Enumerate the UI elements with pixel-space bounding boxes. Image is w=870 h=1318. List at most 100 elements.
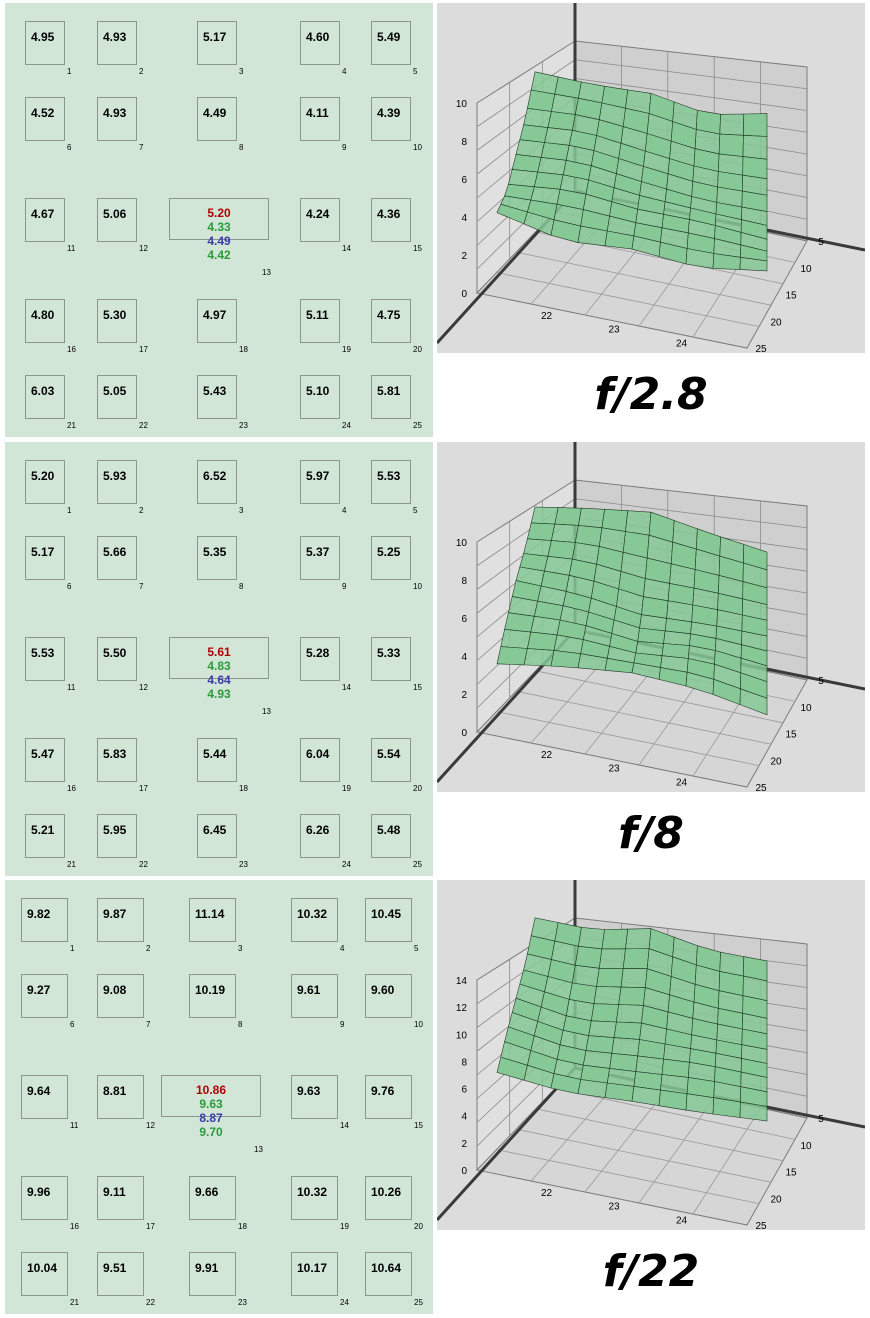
zone-number: 14 (342, 244, 351, 253)
zone-value: 9.76 (371, 1084, 395, 1098)
surface-facet (588, 1020, 617, 1038)
zone-number: 3 (238, 944, 243, 953)
zone-value: 5.20 (31, 469, 55, 483)
zone-number: 15 (414, 1121, 423, 1130)
zone-grid-panel: 4.95 1 4.93 2 5.17 3 4.60 4 5.49 5 4.52 6 4.93 7 4.49 8… (5, 3, 433, 437)
zone-value: 4.24 (306, 207, 330, 221)
surface-facet (718, 133, 744, 157)
y-tick-label: 12 (456, 1003, 468, 1014)
depth-tick-label: 20 (770, 1194, 782, 1205)
floor-gridline (555, 1088, 796, 1140)
surface-facet (554, 507, 582, 526)
center-value: 9.63 (199, 1097, 223, 1111)
zone-cell (21, 974, 68, 1018)
zone-cell (300, 375, 340, 419)
depth-tick-label: 25 (755, 344, 767, 353)
zone-cell (97, 198, 137, 242)
surface-facet (527, 631, 558, 651)
surface-facet (523, 107, 552, 128)
y-tick-label: 0 (461, 289, 467, 300)
zone-value: 5.49 (377, 30, 401, 44)
surface-facet (547, 540, 576, 560)
zone-cell (21, 1176, 68, 1220)
zone-value: 5.17 (31, 545, 55, 559)
zone-value: 11.14 (195, 907, 225, 921)
zone-cell-center (169, 198, 269, 240)
zone-cell (21, 1075, 68, 1119)
surface-facet (616, 1004, 644, 1024)
zone-value: 9.66 (195, 1185, 219, 1199)
zone-number: 11 (67, 683, 76, 692)
wall-gridline (574, 59, 808, 90)
zone-number: 8 (238, 1020, 243, 1029)
depth-tick-label: 10 (800, 264, 812, 275)
surface-facet (519, 124, 549, 143)
y-tick-label: 10 (456, 99, 468, 110)
zone-number: 19 (342, 345, 351, 354)
y-tick-label: 4 (461, 652, 467, 663)
zone-value: 4.95 (31, 30, 55, 44)
x-tick-label: 23 (608, 1202, 620, 1213)
y-tick-label: 2 (461, 1139, 467, 1150)
horizontal-axis (437, 1066, 577, 1222)
zone-cell (197, 21, 237, 65)
zone-number: 24 (342, 860, 351, 869)
zone-value: 9.64 (27, 1084, 51, 1098)
surface-facet (739, 688, 768, 716)
zone-cell (25, 460, 65, 504)
zone-value: 9.63 (297, 1084, 321, 1098)
zone-cell (25, 738, 65, 782)
zone-value: 5.43 (203, 384, 227, 398)
surface-facet (620, 968, 648, 988)
floor-gridline (496, 711, 760, 766)
zone-cell (97, 97, 137, 141)
surface-facet (618, 986, 646, 1006)
zone-cell (25, 814, 65, 858)
zone-number: 23 (239, 860, 248, 869)
zone-number: 5 (413, 67, 418, 76)
zone-value: 4.67 (31, 207, 55, 221)
surface-facet (635, 1055, 664, 1075)
zone-value: 6.03 (31, 384, 55, 398)
zone-cell (291, 898, 338, 942)
zone-cell-center (161, 1075, 261, 1117)
zone-number: 9 (342, 582, 347, 591)
zone-number: 8 (239, 143, 244, 152)
zone-cell (97, 460, 137, 504)
zone-value: 10.26 (371, 1185, 402, 1199)
zone-value: 4.93 (103, 30, 127, 44)
surface-facet (739, 1101, 768, 1122)
zone-number: 3 (239, 506, 244, 515)
zone-cell (365, 1176, 412, 1220)
zone-cell (25, 536, 65, 580)
zone-number: 7 (139, 143, 144, 152)
zone-cell (25, 198, 65, 242)
zone-cell (371, 198, 411, 242)
zone-cell (371, 536, 411, 580)
zone-number: 9 (340, 1020, 345, 1029)
zone-number: 25 (413, 860, 422, 869)
zone-cell (25, 97, 65, 141)
zone-value: 9.82 (27, 907, 51, 921)
zone-number: 4 (340, 944, 345, 953)
zone-number: 10 (413, 143, 422, 152)
zone-number: 13 (262, 268, 271, 277)
zone-number: 15 (413, 244, 422, 253)
x-tick-label: 24 (676, 1215, 688, 1226)
zone-value: 10.32 (297, 907, 328, 921)
surface-plot: 0 2 4 6 8 10 22 23 24 5 10 15 20 25 (437, 3, 865, 353)
surface-facet (504, 612, 535, 633)
zone-value: 5.53 (31, 646, 55, 660)
surface-facet (719, 113, 745, 136)
zone-cell (97, 974, 144, 1018)
zone-value: 5.37 (306, 545, 330, 559)
zone-value: 9.96 (27, 1185, 51, 1199)
zone-number: 17 (139, 345, 148, 354)
zone-number: 25 (414, 1298, 423, 1307)
zone-value: 5.48 (377, 823, 401, 837)
zone-value: 9.51 (103, 1261, 127, 1275)
surface-facet (527, 522, 556, 541)
zone-value: 5.47 (31, 747, 55, 761)
zone-number: 5 (413, 506, 418, 515)
zone-number: 24 (340, 1298, 349, 1307)
